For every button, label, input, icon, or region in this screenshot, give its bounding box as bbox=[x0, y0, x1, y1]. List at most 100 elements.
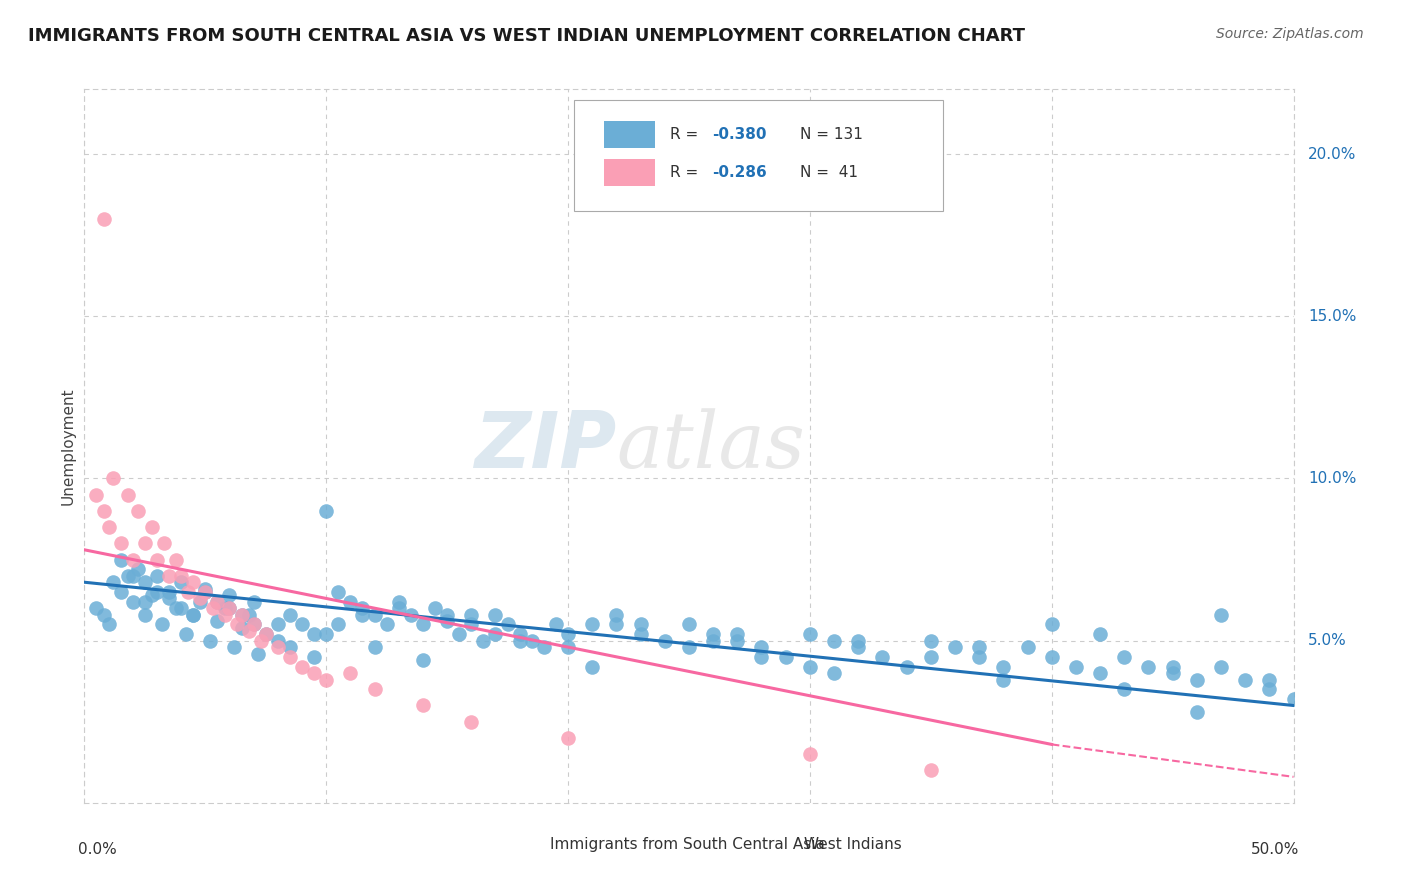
Point bbox=[993, 673, 1015, 687]
Point bbox=[231, 621, 253, 635]
Point bbox=[846, 633, 869, 648]
Point bbox=[509, 633, 531, 648]
Point bbox=[134, 607, 156, 622]
Point bbox=[339, 666, 361, 681]
Point bbox=[157, 591, 180, 606]
Point bbox=[231, 607, 253, 622]
Point bbox=[1088, 627, 1111, 641]
Point bbox=[630, 627, 652, 641]
Point bbox=[218, 588, 240, 602]
Point bbox=[1088, 666, 1111, 681]
Point bbox=[181, 575, 204, 590]
Point bbox=[250, 633, 273, 648]
Point bbox=[967, 640, 990, 654]
Point bbox=[207, 595, 229, 609]
Point bbox=[134, 595, 156, 609]
FancyBboxPatch shape bbox=[574, 100, 943, 211]
Point bbox=[224, 640, 246, 654]
Point bbox=[1114, 682, 1136, 697]
Point bbox=[328, 617, 350, 632]
Point bbox=[352, 607, 374, 622]
Point bbox=[127, 504, 149, 518]
Point bbox=[174, 627, 197, 641]
Point bbox=[846, 640, 869, 654]
Point bbox=[920, 633, 942, 648]
Point bbox=[1209, 659, 1232, 673]
FancyBboxPatch shape bbox=[605, 120, 655, 148]
Point bbox=[412, 617, 434, 632]
Point bbox=[121, 552, 143, 566]
Point bbox=[165, 552, 187, 566]
Point bbox=[1209, 607, 1232, 622]
FancyBboxPatch shape bbox=[605, 159, 655, 186]
Text: 15.0%: 15.0% bbox=[1308, 309, 1357, 324]
Y-axis label: Unemployment: Unemployment bbox=[60, 387, 76, 505]
Point bbox=[302, 649, 325, 664]
Point bbox=[751, 649, 773, 664]
Point bbox=[86, 488, 108, 502]
Point bbox=[170, 568, 193, 582]
Point bbox=[775, 649, 797, 664]
Point bbox=[242, 595, 264, 609]
Point bbox=[194, 585, 217, 599]
Point bbox=[194, 585, 217, 599]
Point bbox=[315, 673, 337, 687]
Point bbox=[399, 607, 422, 622]
Point bbox=[247, 647, 270, 661]
Point bbox=[242, 617, 264, 632]
Point bbox=[496, 617, 519, 632]
Point bbox=[117, 488, 139, 502]
FancyBboxPatch shape bbox=[502, 834, 536, 855]
Point bbox=[1258, 673, 1281, 687]
Point bbox=[823, 666, 845, 681]
Point bbox=[214, 607, 236, 622]
Point bbox=[725, 627, 748, 641]
Point bbox=[278, 640, 301, 654]
Point bbox=[557, 640, 579, 654]
Point bbox=[375, 617, 398, 632]
Point bbox=[823, 633, 845, 648]
Point bbox=[557, 731, 579, 745]
Point bbox=[702, 627, 724, 641]
Point bbox=[153, 536, 176, 550]
Point bbox=[97, 520, 120, 534]
Point bbox=[267, 640, 290, 654]
Point bbox=[238, 624, 260, 638]
Point bbox=[412, 653, 434, 667]
Text: Immigrants from South Central Asia: Immigrants from South Central Asia bbox=[550, 837, 825, 852]
Point bbox=[993, 659, 1015, 673]
Point bbox=[1040, 649, 1063, 664]
Point bbox=[605, 607, 627, 622]
Point bbox=[328, 585, 350, 599]
Text: West Indians: West Indians bbox=[804, 837, 901, 852]
Point bbox=[181, 607, 204, 622]
Text: 5.0%: 5.0% bbox=[1308, 633, 1347, 648]
Point bbox=[678, 617, 700, 632]
Text: R =: R = bbox=[669, 165, 703, 180]
Point bbox=[157, 585, 180, 599]
Point bbox=[93, 607, 115, 622]
Point bbox=[267, 617, 290, 632]
Text: atlas: atlas bbox=[616, 408, 806, 484]
Point bbox=[436, 607, 458, 622]
Point bbox=[449, 627, 471, 641]
Text: -0.380: -0.380 bbox=[711, 127, 766, 142]
Point bbox=[1137, 659, 1160, 673]
Point bbox=[702, 633, 724, 648]
Point bbox=[254, 627, 277, 641]
Point bbox=[110, 536, 132, 550]
Point bbox=[214, 601, 236, 615]
Point bbox=[170, 575, 193, 590]
Point bbox=[557, 627, 579, 641]
Point bbox=[1040, 617, 1063, 632]
Point bbox=[412, 698, 434, 713]
Text: 20.0%: 20.0% bbox=[1308, 146, 1357, 161]
Point bbox=[254, 627, 277, 641]
Point bbox=[630, 617, 652, 632]
Point bbox=[363, 607, 385, 622]
Point bbox=[194, 582, 217, 596]
Point bbox=[291, 659, 314, 673]
Point bbox=[484, 627, 506, 641]
Point bbox=[93, 211, 115, 226]
Point bbox=[146, 568, 169, 582]
